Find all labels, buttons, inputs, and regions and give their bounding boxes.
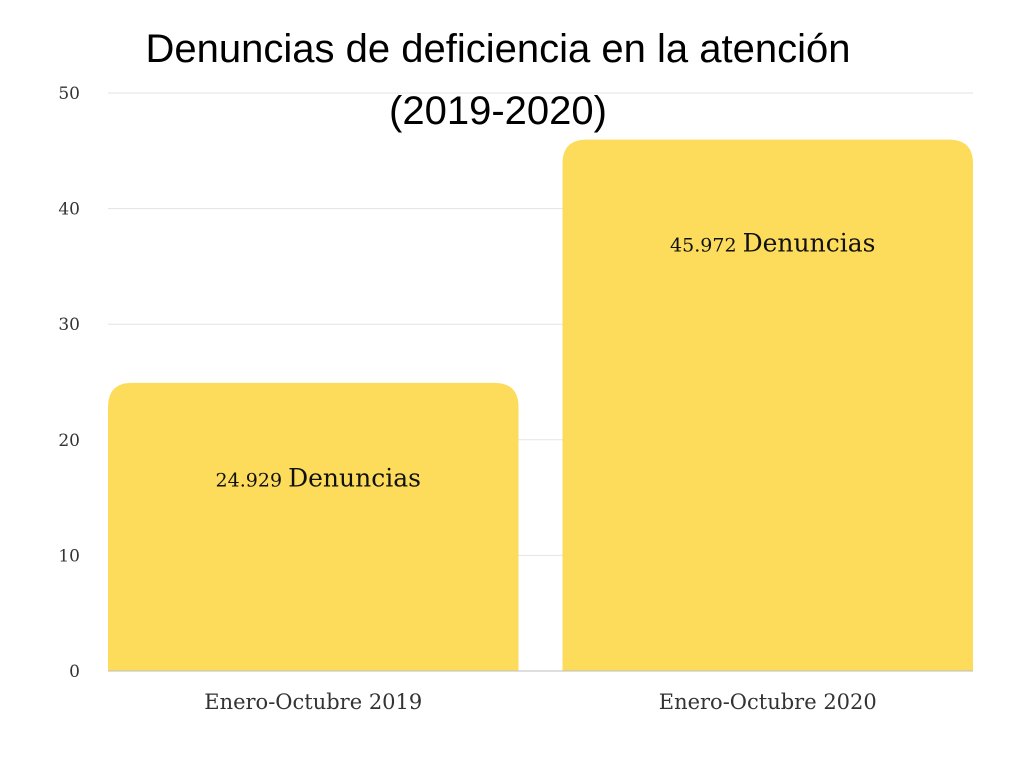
x-tick-label: Enero-Octubre 2020	[659, 690, 877, 714]
y-tick-label: 50	[58, 84, 80, 104]
bars	[108, 139, 973, 672]
data-label: 45.972 Denuncias	[670, 229, 875, 258]
chart-title-line-2: (2019-2020)	[389, 89, 607, 133]
x-tick-label: Enero-Octubre 2019	[204, 690, 422, 714]
y-tick-label: 40	[58, 200, 80, 220]
x-axis-labels: Enero-Octubre 2019 Enero-Octubre 2020	[204, 690, 877, 714]
chart-title-line-1: Denuncias de deficiencia en la atención	[146, 27, 851, 71]
data-label: 24.929 Denuncias	[216, 464, 421, 493]
y-tick-label: 10	[58, 546, 80, 566]
y-tick-label: 20	[58, 431, 80, 451]
data-labels: 24.929 Denuncias 45.972 Denuncias	[216, 229, 876, 493]
bar-2	[562, 139, 973, 672]
bar-1	[108, 382, 519, 671]
y-axis-ticks: 0 10 20 30 40 50	[58, 84, 80, 682]
y-tick-label: 30	[58, 315, 80, 335]
y-tick-label: 0	[69, 662, 80, 682]
